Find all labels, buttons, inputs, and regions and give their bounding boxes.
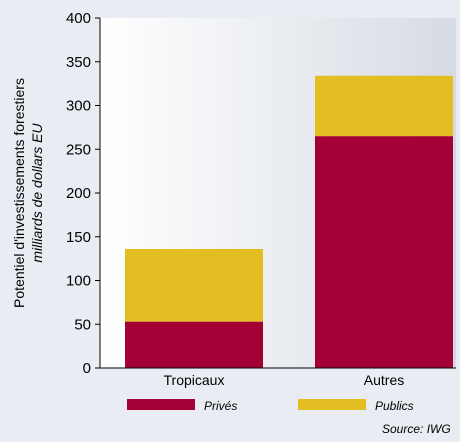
- x-tick-label: Tropicaux: [164, 372, 225, 388]
- y-tick-label: 350: [66, 54, 91, 71]
- x-tick-label: Autres: [364, 372, 404, 388]
- legend-label-prives: Privés: [204, 399, 237, 413]
- y-tick-label: 400: [66, 10, 91, 27]
- legend-swatch-publics: [298, 399, 366, 410]
- legend-label-publics: Publics: [375, 399, 414, 413]
- source-note: Source: IWG: [382, 422, 451, 436]
- y-tick-label: 300: [66, 98, 91, 115]
- x-ticks-group: Tropicaux Autres: [164, 372, 405, 388]
- y-tick-label: 0: [83, 360, 91, 377]
- legend: Privés Publics: [127, 399, 414, 413]
- y-ticks-group: 0 50 100 150 200 250 300 350 400: [66, 10, 100, 377]
- bar-autres-prives: [315, 136, 453, 368]
- bar-tropicaux-prives: [125, 321, 263, 368]
- bars-group: [125, 75, 453, 368]
- y-axis-title: Potentiel d'investissements forestiers m…: [11, 78, 45, 308]
- y-tick-label: 50: [74, 316, 91, 333]
- y-axis-label: Potentiel d'investissements forestiers: [11, 78, 27, 308]
- y-tick-label: 200: [66, 185, 91, 202]
- bar-tropicaux-publics: [125, 249, 263, 322]
- y-tick-label: 250: [66, 141, 91, 158]
- y-axis-sublabel: milliards de dollars EU: [29, 122, 45, 262]
- y-tick-label: 100: [66, 273, 91, 290]
- legend-swatch-prives: [127, 399, 195, 410]
- y-tick-label: 150: [66, 229, 91, 246]
- bar-autres-publics: [315, 75, 453, 137]
